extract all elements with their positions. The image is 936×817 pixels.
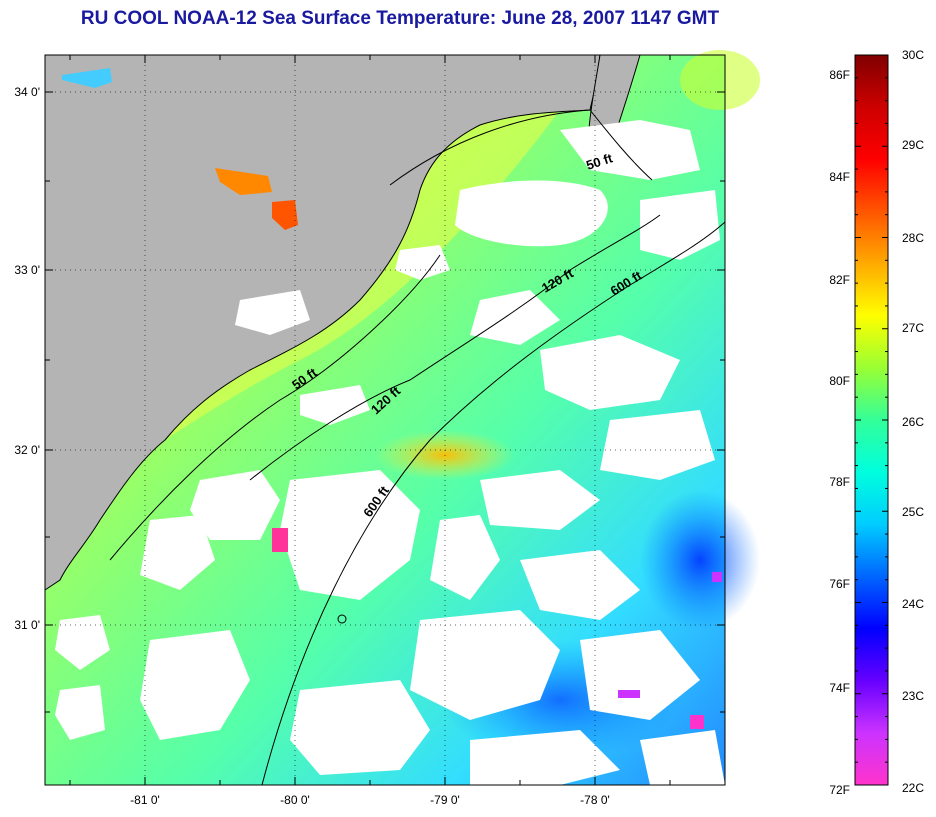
inland-patch bbox=[215, 168, 272, 195]
cool-spot-east bbox=[640, 490, 760, 630]
celsius-label: 28C bbox=[902, 231, 924, 245]
celsius-label: 30C bbox=[902, 48, 924, 62]
lon-label: -81 0' bbox=[130, 793, 160, 807]
land-mass bbox=[44, 54, 601, 591]
graticule bbox=[45, 55, 725, 785]
celsius-label: 29C bbox=[902, 138, 924, 152]
inland-patch bbox=[62, 68, 112, 88]
isobath-50ft-north bbox=[389, 109, 653, 186]
isobath-120ft bbox=[249, 214, 661, 481]
fahrenheit-label: 74F bbox=[829, 681, 850, 695]
lon-label: -79 0' bbox=[430, 793, 460, 807]
axis-ticks bbox=[45, 55, 725, 785]
cool-anomaly bbox=[690, 715, 704, 729]
isobath-50ft-south bbox=[109, 254, 441, 561]
cool-anomaly bbox=[712, 572, 722, 582]
colorbar-ticks bbox=[855, 54, 888, 786]
lat-label: 33 0' bbox=[14, 263, 40, 277]
warm-patch-ne bbox=[680, 50, 760, 110]
celsius-label: 27C bbox=[902, 321, 924, 335]
isobath-seamount bbox=[337, 614, 347, 624]
inland-patch bbox=[272, 200, 298, 230]
celsius-label: 25C bbox=[902, 505, 924, 519]
celsius-label: 22C bbox=[902, 781, 924, 795]
lon-label: -78 0' bbox=[580, 793, 610, 807]
fahrenheit-label: 86F bbox=[829, 68, 850, 82]
fahrenheit-label: 84F bbox=[829, 170, 850, 184]
map-title: RU COOL NOAA-12 Sea Surface Temperature:… bbox=[80, 8, 720, 29]
temperature-colorbar: 86F 84F 82F 80F 78F 76F 74F 72F 30C 29C … bbox=[829, 48, 924, 797]
lat-label: 31 0' bbox=[14, 618, 40, 632]
fahrenheit-label: 72F bbox=[829, 783, 850, 797]
map-frame bbox=[44, 54, 726, 786]
celsius-label: 24C bbox=[902, 597, 924, 611]
celsius-label: 26C bbox=[902, 415, 924, 429]
fahrenheit-label: 80F bbox=[829, 374, 850, 388]
lat-label: 32 0' bbox=[14, 443, 40, 457]
map-plot-area: 50 ft 120 ft 600 ft 50 ft 120 ft 600 ft bbox=[14, 50, 760, 807]
lat-label: 34 0' bbox=[14, 85, 40, 99]
celsius-label: 23C bbox=[902, 689, 924, 703]
isobath-600ft bbox=[261, 221, 726, 786]
sst-map: 50 ft 120 ft 600 ft 50 ft 120 ft 600 ft bbox=[14, 50, 760, 807]
fahrenheit-label: 78F bbox=[829, 475, 850, 489]
cloud-mask bbox=[55, 120, 725, 785]
fahrenheit-label: 82F bbox=[829, 273, 850, 287]
cool-anomaly bbox=[618, 690, 640, 698]
lon-label: -80 0' bbox=[280, 793, 310, 807]
fahrenheit-label: 76F bbox=[829, 577, 850, 591]
cool-anomaly bbox=[272, 528, 288, 552]
